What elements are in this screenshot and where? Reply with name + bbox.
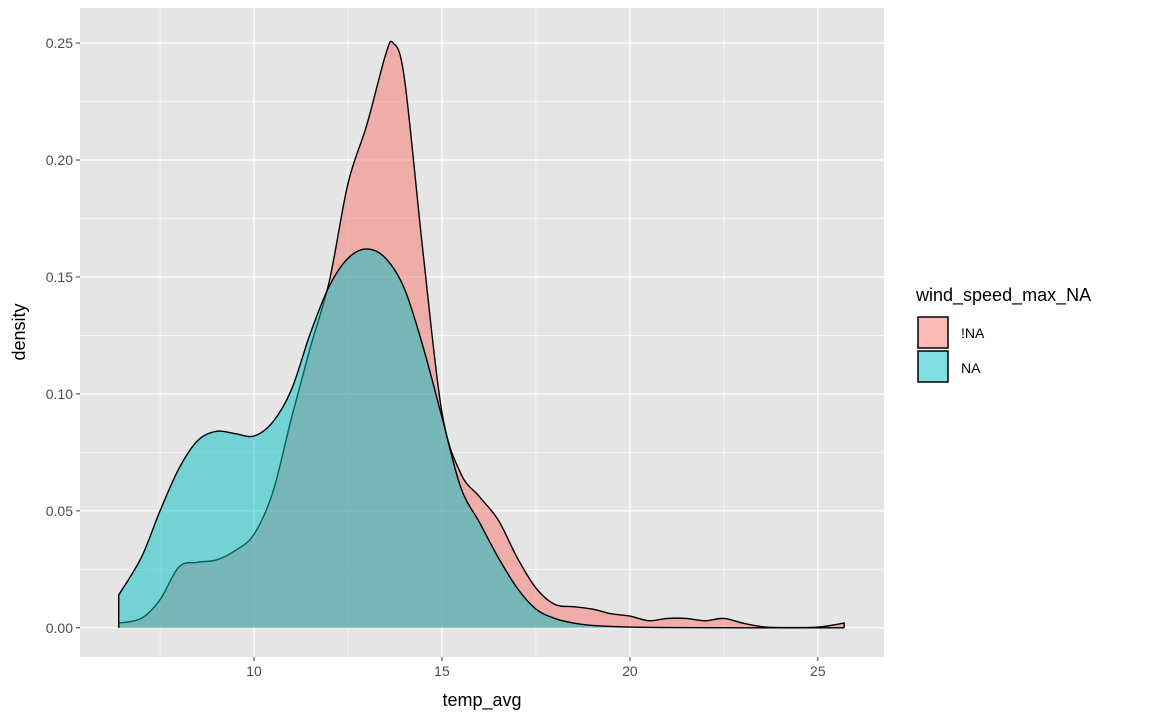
y-tick-label: 0.25 <box>46 35 73 51</box>
y-tick-label: 0.10 <box>46 386 73 402</box>
density-area-na <box>118 248 845 628</box>
legend: wind_speed_max_NA !NA NA <box>915 285 1091 383</box>
x-tick-label: 15 <box>434 663 450 679</box>
density-areas <box>118 40 845 629</box>
legend-label-na: NA <box>961 360 981 376</box>
y-axis: 0.00 0.05 0.10 0.15 0.20 0.25 <box>46 35 80 636</box>
y-tick-label: 0.15 <box>46 269 73 285</box>
x-axis: 10 15 20 25 <box>246 657 826 679</box>
y-tick-label: 0.00 <box>46 620 73 636</box>
y-tick-label: 0.20 <box>46 152 73 168</box>
x-axis-title: temp_avg <box>442 690 521 711</box>
x-tick-label: 25 <box>810 663 826 679</box>
x-tick-label: 10 <box>246 663 262 679</box>
legend-label-notna: !NA <box>961 325 985 341</box>
y-axis-title: density <box>9 303 29 360</box>
density-outline-na <box>118 248 845 629</box>
x-tick-label: 20 <box>622 663 638 679</box>
y-tick-label: 0.05 <box>46 503 73 519</box>
legend-key-na <box>917 350 949 383</box>
legend-key-notna <box>917 316 949 349</box>
legend-title: wind_speed_max_NA <box>915 285 1091 306</box>
